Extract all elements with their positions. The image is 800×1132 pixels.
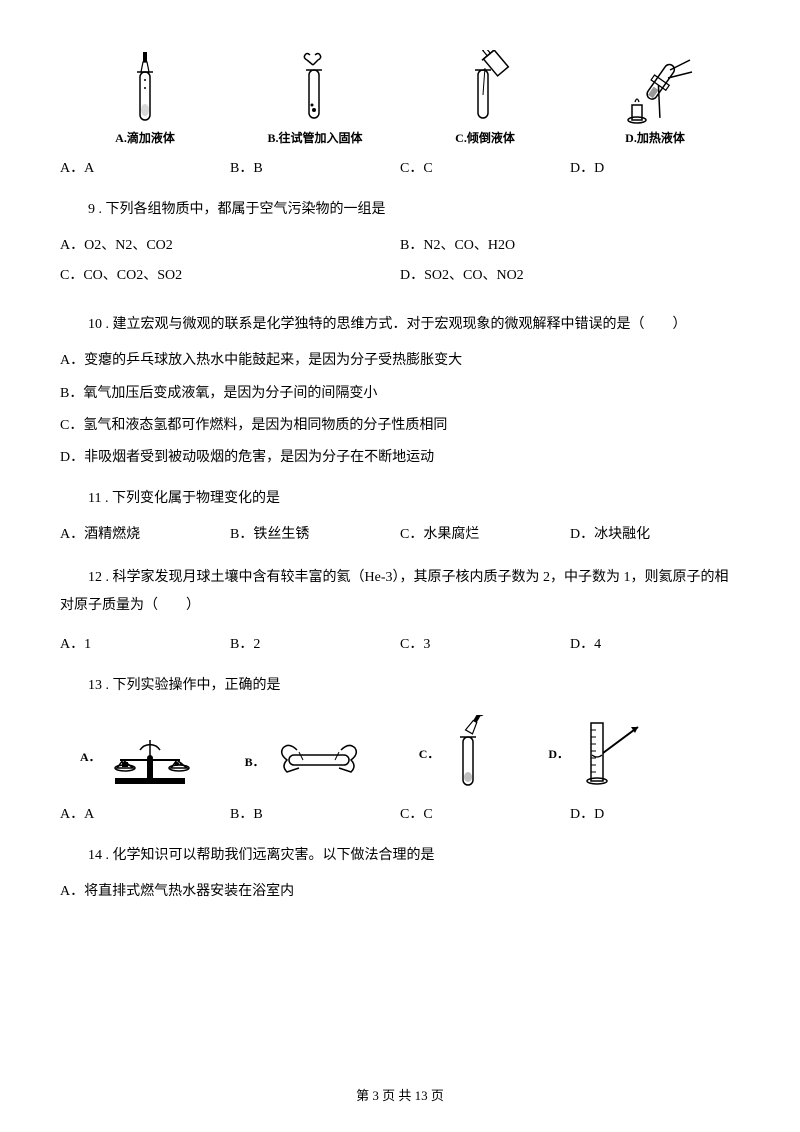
hold-tube-icon xyxy=(269,730,369,790)
q8-answers: A．A B．B C．C D．D xyxy=(60,158,740,180)
q8-caption-a: A.滴加液体 xyxy=(115,129,175,148)
q11-opts: A．酒精燃烧 B．铁丝生锈 C．水果腐烂 D．冰块融化 xyxy=(60,524,740,546)
q9-opt-b: B．N2、CO、H2O xyxy=(400,235,740,257)
q13-ans-d: D．D xyxy=(570,804,740,826)
pour-liquid-icon xyxy=(450,50,520,125)
cylinder-read-icon xyxy=(573,715,653,790)
q12-stem: 12 . 科学家发现月球土壤中含有较丰富的氦（He-3），其原子核内质子数为 2… xyxy=(60,564,740,620)
q13-diagram-a: A． xyxy=(80,720,195,790)
q8-diagram-c: C.倾倒液体 xyxy=(425,50,545,148)
q10-opt-a: A．变瘪的乒乓球放入热水中能鼓起来，是因为分子受热膨胀变大 xyxy=(60,350,740,372)
q12-opts: A．1 B．2 C．3 D．4 xyxy=(60,634,740,656)
q9-stem: 9 . 下列各组物质中，都属于空气污染物的一组是 xyxy=(60,199,740,221)
q9-opt-a: A．O2、N2、CO2 xyxy=(60,235,400,257)
q13-diagram-d: D． xyxy=(548,715,653,790)
dropper-tube-icon xyxy=(120,50,170,125)
q13-label-b: B． xyxy=(245,753,265,772)
balance-scale-icon xyxy=(105,720,195,790)
tube-dropper-icon xyxy=(443,715,498,790)
q8-diagram-row: A.滴加液体 B.往试管加入固体 C.倾倒液体 xyxy=(60,50,740,148)
q11-opt-b: B．铁丝生锈 xyxy=(230,524,400,546)
q13-answers: A．A B．B C．C D．D xyxy=(60,804,740,826)
q14-opt-a: A．将直排式燃气热水器安装在浴室内 xyxy=(60,881,740,903)
q12-opt-d: D．4 xyxy=(570,634,740,656)
q8-caption-c: C.倾倒液体 xyxy=(455,129,515,148)
q8-caption-d: D.加热液体 xyxy=(625,129,685,148)
q8-ans-c: C．C xyxy=(400,158,570,180)
q13-diagram-row: A． B． xyxy=(60,715,740,790)
q13-ans-b: B．B xyxy=(230,804,400,826)
q9-opt-d: D．SO2、CO、NO2 xyxy=(400,265,740,287)
q8-ans-b: B．B xyxy=(230,158,400,180)
q13-ans-a: A．A xyxy=(60,804,230,826)
q13-ans-c: C．C xyxy=(400,804,570,826)
q8-caption-b: B.往试管加入固体 xyxy=(267,129,362,148)
q13-label-c: C． xyxy=(419,745,440,764)
q11-opt-c: C．水果腐烂 xyxy=(400,524,570,546)
q13-stem: 13 . 下列实验操作中，正确的是 xyxy=(60,675,740,697)
q13-diagram-b: B． xyxy=(245,730,369,790)
page-footer: 第 3 页 共 13 页 xyxy=(0,1086,800,1107)
q11-stem: 11 . 下列变化属于物理变化的是 xyxy=(60,488,740,510)
q8-diagram-b: B.往试管加入固体 xyxy=(255,50,375,148)
heat-liquid-icon xyxy=(610,50,700,125)
q9-opt-c: C．CO、CO2、SO2 xyxy=(60,265,400,287)
q13-label-a: A． xyxy=(80,748,101,767)
q12-opt-b: B．2 xyxy=(230,634,400,656)
q14-stem: 14 . 化学知识可以帮助我们远离灾害。以下做法合理的是 xyxy=(60,845,740,867)
q10-stem: 10 . 建立宏观与微观的联系是化学独特的思维方式．对于宏观现象的微观解释中错误… xyxy=(60,314,740,336)
q10-opt-c: C．氢气和液态氢都可作燃料，是因为相同物质的分子性质相同 xyxy=(60,415,740,437)
q10-opt-d: D．非吸烟者受到被动吸烟的危害，是因为分子在不断地运动 xyxy=(60,447,740,469)
q8-ans-d: D．D xyxy=(570,158,740,180)
q12-opt-c: C．3 xyxy=(400,634,570,656)
q9-opts: A．O2、N2、CO2 B．N2、CO、H2O C．CO、CO2、SO2 D．S… xyxy=(60,235,740,296)
q12-opt-a: A．1 xyxy=(60,634,230,656)
q11-opt-d: D．冰块融化 xyxy=(570,524,740,546)
q8-diagram-d: D.加热液体 xyxy=(595,50,715,148)
q8-ans-a: A．A xyxy=(60,158,230,180)
q13-label-d: D． xyxy=(548,745,569,764)
q10-opt-b: B．氧气加压后变成液氧，是因为分子间的间隔变小 xyxy=(60,383,740,405)
q11-opt-a: A．酒精燃烧 xyxy=(60,524,230,546)
q13-diagram-c: C． xyxy=(419,715,499,790)
q8-diagram-a: A.滴加液体 xyxy=(85,50,205,148)
add-solid-icon xyxy=(285,50,345,125)
